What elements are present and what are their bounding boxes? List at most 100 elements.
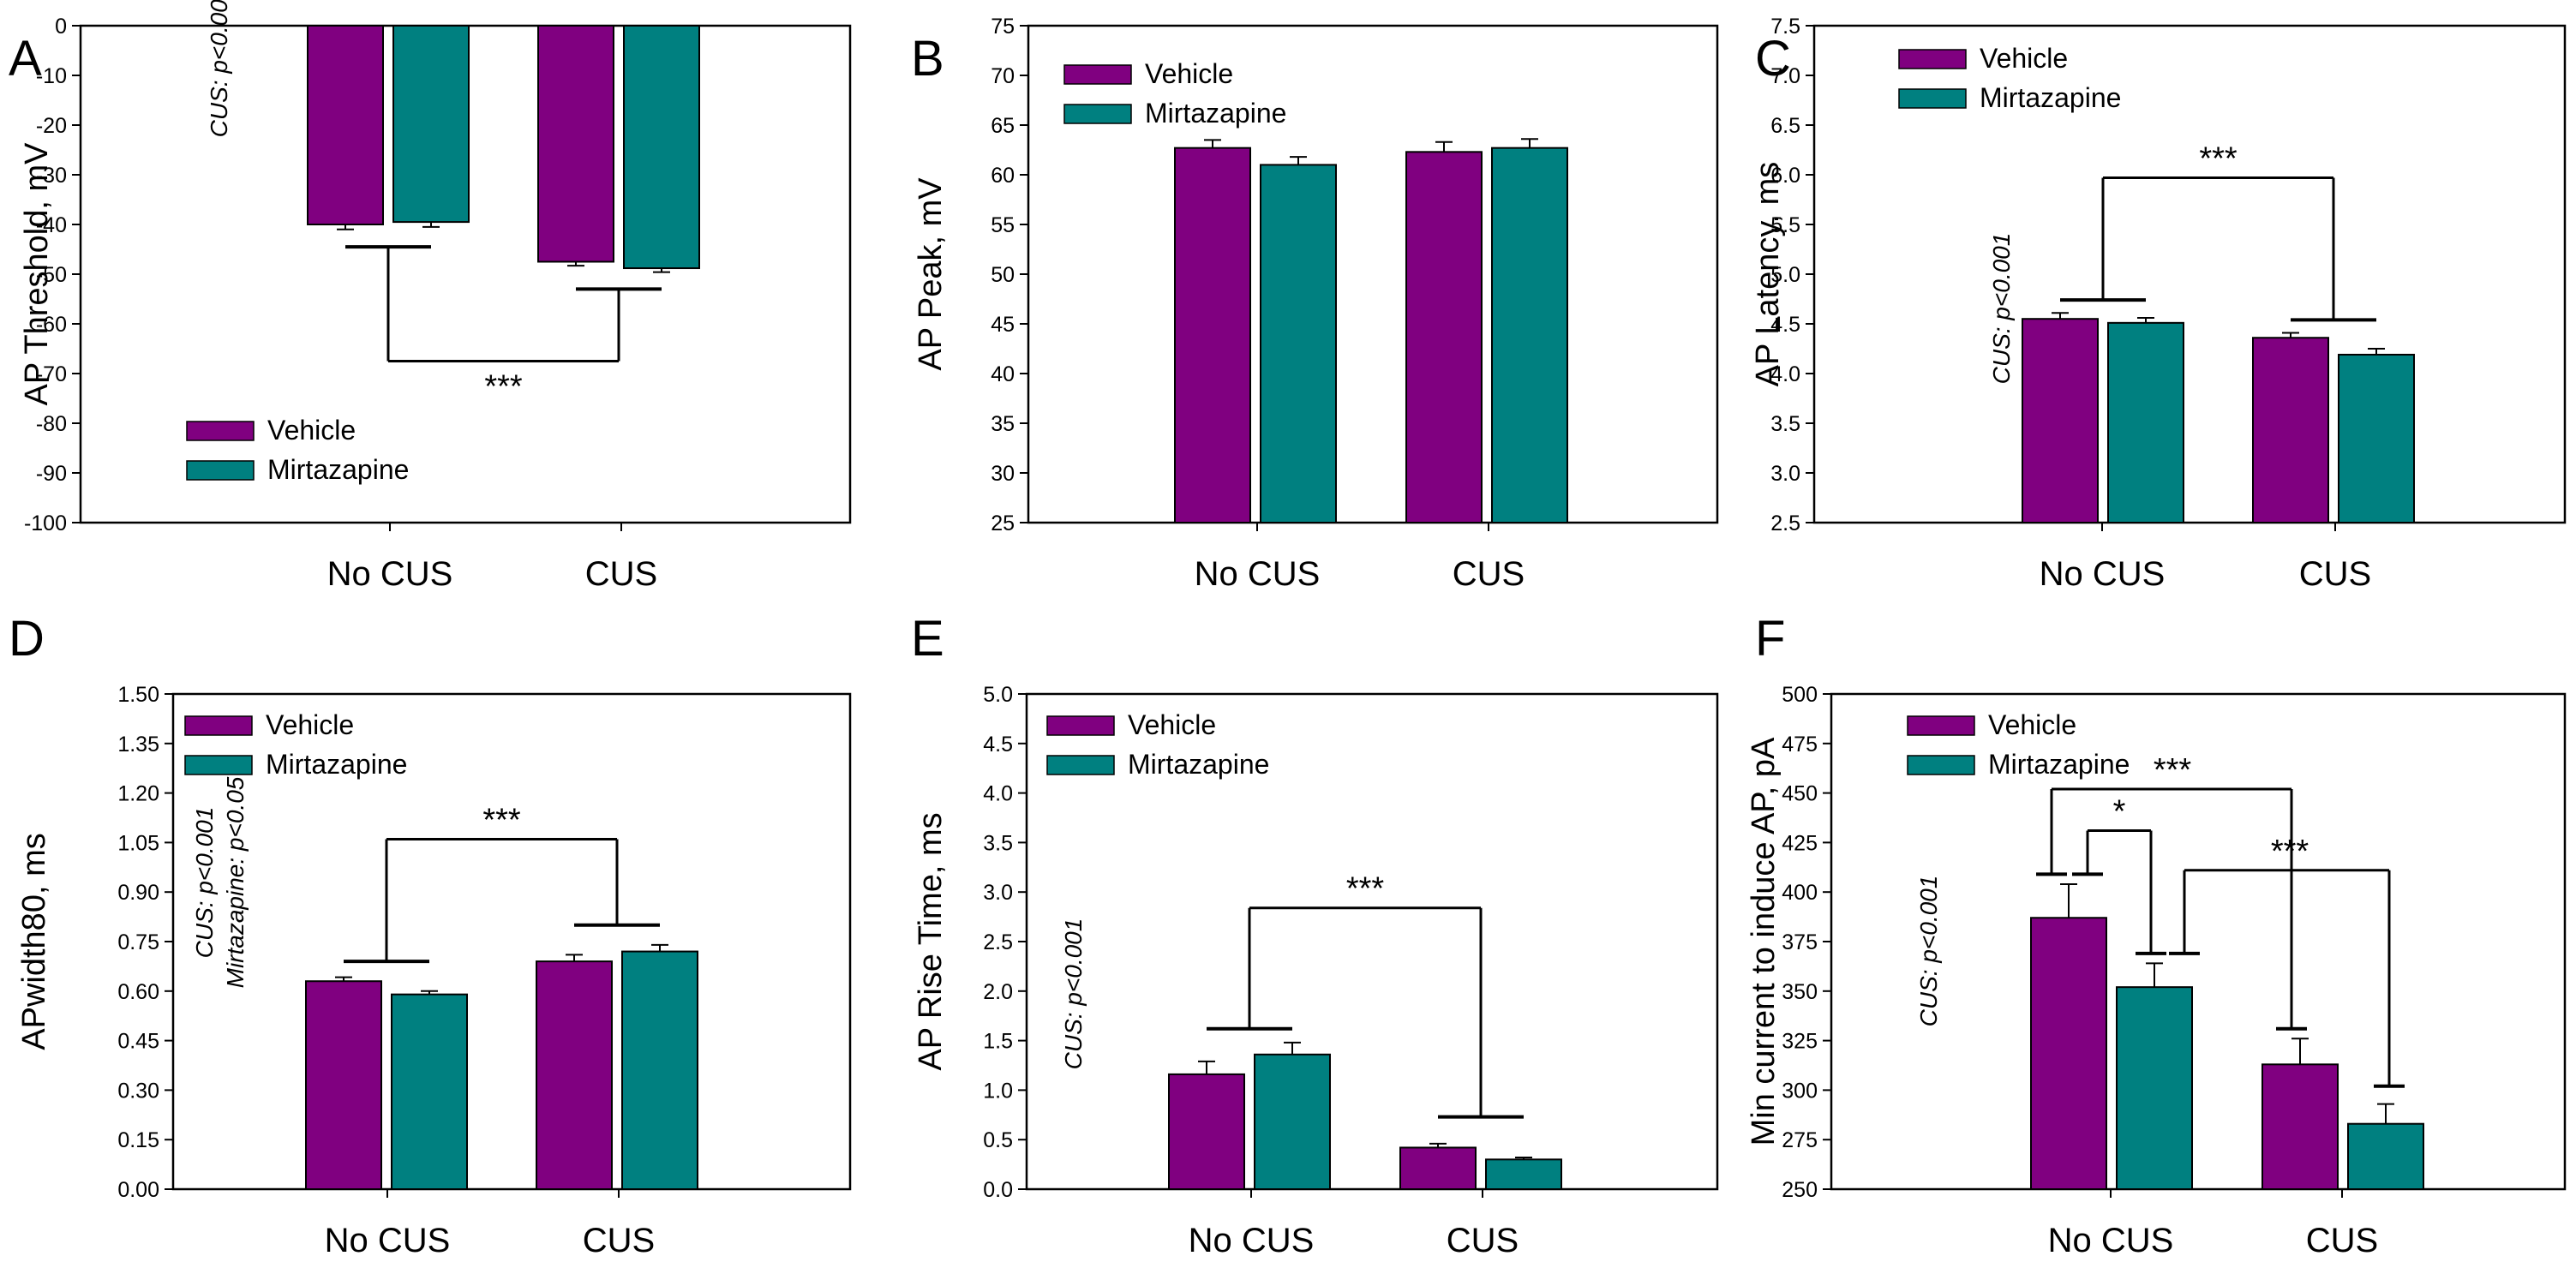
category-label: CUS <box>585 555 657 593</box>
bar-mirtazapine-nocus <box>1260 164 1337 523</box>
y-tick-label: 50 <box>991 263 1015 287</box>
stat-annotation: Mirtazapine: p<0.05 <box>222 776 249 988</box>
bar-vehicle-nocus <box>1168 1073 1245 1191</box>
stat-annotation: CUS: p<0.001 <box>1988 233 2015 385</box>
y-tick-label: -20 <box>36 114 67 138</box>
chart-panel-d: 0.00 0.15 0.30 0.45 0.60 0.75 0.90 1.05 1.20 1.35… <box>9 611 852 1259</box>
significance-stars: *** <box>2154 752 2192 788</box>
y-tick-label: -90 <box>36 462 67 486</box>
bar-mirtazapine-cus <box>1485 1158 1562 1190</box>
y-axis-label: Min current to induce AP, pA <box>1746 737 1782 1145</box>
bar-mirtazapine-cus <box>621 950 698 1191</box>
y-tick-label: -60 <box>36 313 67 337</box>
panel-letter: D <box>9 611 45 667</box>
legend-swatch-vehicle <box>1907 715 1975 736</box>
legend-swatch-mirtazapine <box>1898 88 1967 109</box>
y-axis-label: AP Threshold, mV <box>19 142 55 406</box>
y-tick-label: 4.5 <box>983 733 1013 757</box>
y-tick-label: 2.0 <box>983 980 1013 1004</box>
category-label: No CUS <box>2040 555 2166 593</box>
bar-mirtazapine-nocus <box>391 993 468 1190</box>
legend-swatch-mirtazapine <box>1063 104 1132 124</box>
bar-vehicle-nocus <box>2022 318 2099 524</box>
legend-swatch-mirtazapine <box>1046 755 1115 775</box>
legend-swatch-mirtazapine <box>184 755 253 775</box>
panel-letter: A <box>9 31 42 87</box>
y-tick-label: 0.60 <box>117 980 159 1004</box>
significance-stars: *** <box>2199 141 2238 176</box>
y-tick-label: 0.45 <box>117 1030 159 1054</box>
legend-label: Mirtazapine <box>267 454 409 485</box>
legend-label: Vehicle <box>1128 709 1216 740</box>
bar-vehicle-cus <box>537 25 614 263</box>
legend-label: Mirtazapine <box>1145 98 1286 129</box>
y-tick-label: 375 <box>1782 930 1818 954</box>
y-tick-label: 400 <box>1782 881 1818 905</box>
y-axis-label: AP Peak, mV <box>913 177 949 371</box>
panel-letter: F <box>1755 611 1785 667</box>
bar-vehicle-nocus <box>2030 917 2107 1190</box>
y-tick-label: 75 <box>991 15 1015 39</box>
chart-panel-b: 25 30 35 40 45 50 55 60 65 70 75 AP Peak, mV B No CUS… <box>911 15 1719 593</box>
significance-stars: *** <box>2271 834 2309 870</box>
y-tick-label: 2.5 <box>1770 511 1800 535</box>
stat-annotation: CUS: p<0.001 <box>1915 876 1942 1027</box>
chart-panel-c: 2.5 3.0 3.5 4.0 4.5 5.0 5.5 6.0 6.5 7.0 7.5 AP Late… <box>1750 15 2567 593</box>
y-tick-label: 7.5 <box>1770 15 1800 39</box>
y-tick-label: 325 <box>1782 1030 1818 1054</box>
y-tick-label: -50 <box>36 263 67 287</box>
y-tick-label: -100 <box>24 511 67 535</box>
y-tick-label: 275 <box>1782 1128 1818 1152</box>
stat-annotation: CUS: p<0.001 <box>1060 918 1087 1070</box>
bar-vehicle-cus <box>1405 151 1483 523</box>
legend-swatch-vehicle <box>1063 64 1132 85</box>
y-tick-label: 0.15 <box>117 1128 159 1152</box>
bar-mirtazapine-cus <box>1491 147 1568 523</box>
legend-label: Mirtazapine <box>1980 82 2121 113</box>
category-label: CUS <box>1453 555 1525 593</box>
y-tick-label: 1.0 <box>983 1079 1013 1103</box>
significance-stars: *** <box>482 803 521 839</box>
bar-vehicle-nocus <box>307 25 384 225</box>
y-tick-label: 425 <box>1782 831 1818 855</box>
y-tick-label: 60 <box>991 164 1015 188</box>
legend-label: Vehicle <box>266 709 354 740</box>
y-tick-label: 70 <box>991 64 1015 88</box>
category-label: No CUS <box>327 555 453 593</box>
legend-swatch-vehicle <box>1046 715 1115 736</box>
y-tick-label: -80 <box>36 412 67 436</box>
y-tick-label: 4.5 <box>1770 313 1800 337</box>
y-tick-label: 4.0 <box>1770 362 1800 386</box>
y-tick-label: 40 <box>991 362 1015 386</box>
chart-panel-f: 250 275 300 325 350 375 400 425 450 475 500 Min cur… <box>1746 611 2567 1259</box>
legend-swatch-vehicle <box>186 421 255 441</box>
category-label: CUS <box>2299 555 2371 593</box>
y-tick-label: 30 <box>991 462 1015 486</box>
y-tick-label: 3.5 <box>983 831 1013 855</box>
y-tick-label: 3.0 <box>1770 462 1800 486</box>
y-tick-label: -10 <box>36 64 67 88</box>
bar-mirtazapine-nocus <box>2107 321 2184 523</box>
category-label: No CUS <box>1195 555 1321 593</box>
y-tick-label: 300 <box>1782 1079 1818 1103</box>
y-tick-label: 0.30 <box>117 1079 159 1103</box>
y-tick-label: 35 <box>991 412 1015 436</box>
panel-letter: E <box>911 611 944 667</box>
y-tick-label: 1.20 <box>117 782 159 806</box>
y-tick-label: 450 <box>1782 782 1818 806</box>
y-tick-label: 1.05 <box>117 831 159 855</box>
stat-annotation: CUS: p<0.001 <box>191 807 218 959</box>
legend-label: Vehicle <box>1145 58 1233 89</box>
legend-label: Vehicle <box>267 415 356 446</box>
y-tick-label: 5.5 <box>1770 213 1800 237</box>
category-label: CUS <box>2306 1222 2378 1259</box>
legend-swatch-mirtazapine <box>186 460 255 481</box>
y-tick-label: 5.0 <box>983 683 1013 707</box>
panel-letter: B <box>911 31 944 87</box>
y-tick-label: 3.0 <box>983 881 1013 905</box>
y-tick-label: 0.75 <box>117 930 159 954</box>
y-tick-label: 0.5 <box>983 1128 1013 1152</box>
significance-stars: *** <box>1346 871 1385 907</box>
y-tick-label: 1.35 <box>117 733 159 757</box>
